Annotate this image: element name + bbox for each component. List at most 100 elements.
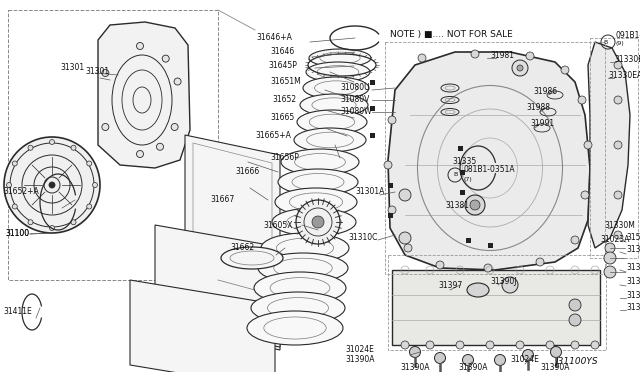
Text: 31662: 31662 bbox=[230, 244, 254, 253]
Ellipse shape bbox=[297, 110, 367, 134]
Circle shape bbox=[384, 161, 392, 169]
Ellipse shape bbox=[261, 233, 349, 263]
Circle shape bbox=[28, 145, 33, 150]
Circle shape bbox=[87, 161, 92, 166]
Circle shape bbox=[604, 252, 616, 264]
Text: 31988: 31988 bbox=[526, 103, 550, 112]
Text: 31986: 31986 bbox=[533, 87, 557, 96]
Text: 31330E: 31330E bbox=[614, 55, 640, 64]
Circle shape bbox=[550, 346, 561, 357]
Bar bbox=[458, 145, 463, 151]
Bar bbox=[385, 42, 605, 274]
Text: 31379M: 31379M bbox=[626, 263, 640, 273]
Bar bbox=[387, 212, 392, 218]
Text: 31023A: 31023A bbox=[600, 235, 629, 244]
Text: 31652+A: 31652+A bbox=[3, 187, 39, 196]
Circle shape bbox=[157, 143, 163, 150]
Text: 31652: 31652 bbox=[272, 96, 296, 105]
Circle shape bbox=[136, 42, 143, 49]
Polygon shape bbox=[392, 270, 600, 345]
Ellipse shape bbox=[303, 77, 369, 99]
Circle shape bbox=[517, 65, 523, 71]
Circle shape bbox=[12, 204, 17, 209]
Circle shape bbox=[404, 244, 412, 252]
Circle shape bbox=[102, 124, 109, 131]
Circle shape bbox=[569, 314, 581, 326]
Text: 31080W: 31080W bbox=[340, 108, 372, 116]
Circle shape bbox=[614, 191, 622, 199]
Circle shape bbox=[162, 55, 169, 62]
Circle shape bbox=[502, 277, 518, 293]
Text: 31305M: 31305M bbox=[626, 246, 640, 254]
Circle shape bbox=[471, 50, 479, 58]
Circle shape bbox=[436, 261, 444, 269]
Circle shape bbox=[614, 96, 622, 104]
Circle shape bbox=[136, 151, 143, 157]
Text: 31310C: 31310C bbox=[348, 234, 378, 243]
Circle shape bbox=[49, 225, 54, 231]
Ellipse shape bbox=[300, 94, 368, 116]
Circle shape bbox=[410, 346, 420, 357]
Circle shape bbox=[584, 141, 592, 149]
Circle shape bbox=[28, 220, 33, 225]
Text: 31645P: 31645P bbox=[268, 61, 297, 71]
Ellipse shape bbox=[258, 253, 348, 283]
Bar bbox=[488, 243, 493, 247]
Polygon shape bbox=[185, 135, 280, 350]
Circle shape bbox=[312, 216, 324, 228]
Ellipse shape bbox=[247, 311, 343, 345]
Circle shape bbox=[522, 350, 534, 360]
Text: 31605X: 31605X bbox=[263, 221, 292, 230]
Polygon shape bbox=[388, 52, 590, 270]
Polygon shape bbox=[588, 42, 630, 248]
Text: 31024E: 31024E bbox=[345, 346, 374, 355]
Ellipse shape bbox=[251, 292, 345, 324]
Circle shape bbox=[486, 341, 494, 349]
Ellipse shape bbox=[467, 283, 489, 297]
Circle shape bbox=[591, 341, 599, 349]
Text: 31646: 31646 bbox=[270, 48, 294, 57]
Circle shape bbox=[12, 161, 17, 166]
Bar bbox=[465, 237, 470, 243]
Text: 31080U: 31080U bbox=[340, 83, 370, 93]
Circle shape bbox=[578, 96, 586, 104]
Circle shape bbox=[512, 60, 528, 76]
Text: 31394: 31394 bbox=[626, 304, 640, 312]
Text: NOTE ) ■.... NOT FOR SALE: NOTE ) ■.... NOT FOR SALE bbox=[390, 31, 513, 39]
Ellipse shape bbox=[272, 208, 356, 236]
Circle shape bbox=[4, 137, 100, 233]
Circle shape bbox=[49, 140, 54, 144]
Circle shape bbox=[516, 341, 524, 349]
Text: 31526G: 31526G bbox=[626, 234, 640, 243]
Circle shape bbox=[102, 70, 109, 77]
Circle shape bbox=[569, 299, 581, 311]
Circle shape bbox=[93, 183, 97, 187]
Circle shape bbox=[296, 200, 340, 244]
Text: 31100: 31100 bbox=[5, 230, 29, 238]
Circle shape bbox=[174, 78, 181, 85]
Bar bbox=[8, 10, 218, 280]
Text: 31991: 31991 bbox=[530, 119, 554, 128]
Text: 31390A: 31390A bbox=[540, 363, 570, 372]
Text: 31301: 31301 bbox=[85, 67, 109, 77]
Bar bbox=[369, 132, 374, 138]
Text: 31666: 31666 bbox=[235, 167, 259, 176]
Text: 31667: 31667 bbox=[210, 196, 234, 205]
Circle shape bbox=[6, 183, 12, 187]
Polygon shape bbox=[130, 280, 275, 372]
Polygon shape bbox=[155, 225, 280, 347]
Text: 31981: 31981 bbox=[490, 51, 514, 60]
Ellipse shape bbox=[275, 188, 357, 216]
Text: 31330EA: 31330EA bbox=[608, 71, 640, 80]
Circle shape bbox=[484, 264, 492, 272]
Text: 31665: 31665 bbox=[270, 113, 294, 122]
Circle shape bbox=[470, 200, 480, 210]
Circle shape bbox=[465, 195, 485, 215]
Text: 31651M: 31651M bbox=[270, 77, 301, 87]
Circle shape bbox=[49, 182, 55, 188]
Circle shape bbox=[388, 206, 396, 214]
Circle shape bbox=[495, 355, 506, 366]
Ellipse shape bbox=[278, 169, 358, 195]
Circle shape bbox=[71, 220, 76, 225]
Text: 31381: 31381 bbox=[445, 201, 469, 209]
